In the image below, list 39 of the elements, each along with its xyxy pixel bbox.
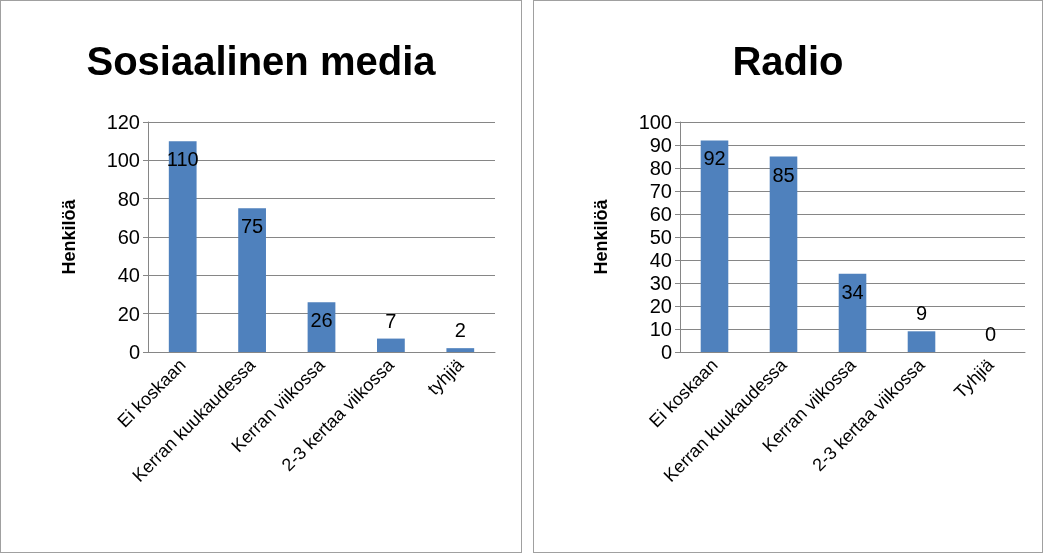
y-tick-label: 90 bbox=[649, 134, 672, 156]
data-label: 9 bbox=[915, 302, 928, 325]
bar bbox=[168, 141, 197, 352]
bar bbox=[769, 156, 798, 352]
bar bbox=[838, 273, 867, 352]
data-label: 7 bbox=[385, 309, 397, 332]
y-tick-label: 100 bbox=[638, 111, 672, 133]
y-tick-label: 30 bbox=[649, 272, 672, 294]
bar bbox=[907, 331, 936, 352]
bar bbox=[238, 208, 266, 352]
data-label: 34 bbox=[841, 280, 864, 303]
data-label: 85 bbox=[772, 163, 795, 186]
y-tick-label: 50 bbox=[649, 226, 672, 248]
y-tick-label: 80 bbox=[649, 157, 672, 179]
y-axis-title: Henkilöä bbox=[59, 198, 79, 275]
y-tick-label: 100 bbox=[106, 149, 140, 172]
y-tick-label: 10 bbox=[649, 318, 672, 340]
y-tick-label: 120 bbox=[106, 111, 140, 133]
chart-title: Radio bbox=[732, 39, 844, 83]
y-tick-label: 70 bbox=[649, 180, 672, 202]
data-label: 92 bbox=[703, 147, 726, 170]
y-tick-label: 20 bbox=[117, 302, 140, 325]
bar bbox=[377, 338, 405, 352]
y-tick-label: 80 bbox=[117, 187, 140, 210]
bar bbox=[700, 140, 729, 352]
y-tick-label: 40 bbox=[649, 249, 672, 271]
y-tick-label: 0 bbox=[128, 341, 140, 363]
y-tick-label: 20 bbox=[649, 295, 672, 317]
y-axis-title: Henkilöä bbox=[591, 198, 611, 275]
data-label: 75 bbox=[240, 215, 264, 238]
y-tick-label: 60 bbox=[117, 226, 140, 248]
data-label: 0 bbox=[984, 323, 997, 345]
y-tick-label: 60 bbox=[649, 203, 672, 225]
bar bbox=[446, 348, 475, 352]
y-tick-label: 40 bbox=[117, 264, 140, 287]
y-tick-label: 0 bbox=[660, 341, 672, 363]
data-label: 2 bbox=[454, 319, 466, 342]
chart-title: Sosiaalinen media bbox=[86, 39, 437, 83]
data-label: 26 bbox=[310, 309, 333, 332]
